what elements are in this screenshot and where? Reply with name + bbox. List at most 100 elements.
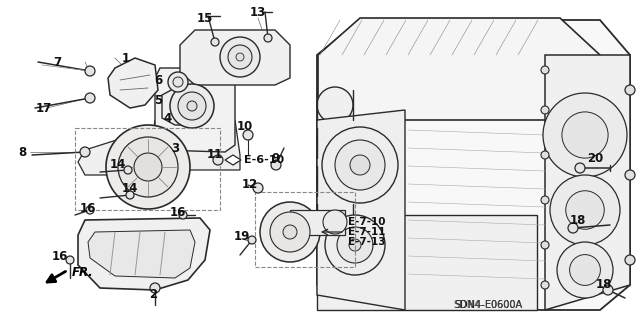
Text: 19: 19	[234, 231, 250, 243]
Circle shape	[317, 201, 353, 237]
Circle shape	[317, 125, 353, 161]
Circle shape	[106, 125, 190, 209]
Circle shape	[134, 153, 162, 181]
Circle shape	[80, 147, 90, 157]
Circle shape	[150, 283, 160, 293]
Text: 13: 13	[250, 6, 266, 19]
Text: SDN4–E0600A: SDN4–E0600A	[453, 300, 523, 310]
Circle shape	[575, 163, 585, 173]
Text: 18: 18	[570, 213, 586, 226]
Bar	[317, 215, 537, 310]
Text: 8: 8	[18, 145, 26, 159]
Text: 14: 14	[110, 159, 126, 172]
Circle shape	[541, 66, 549, 74]
Text: 4: 4	[164, 112, 172, 124]
Circle shape	[349, 239, 361, 251]
Circle shape	[213, 155, 223, 165]
Circle shape	[570, 255, 600, 286]
Polygon shape	[150, 120, 240, 170]
Circle shape	[179, 211, 187, 219]
Circle shape	[541, 151, 549, 159]
Text: 16: 16	[52, 250, 68, 263]
Circle shape	[337, 227, 373, 263]
Text: E-7-13: E-7-13	[348, 237, 385, 247]
Circle shape	[248, 236, 256, 244]
Circle shape	[220, 37, 260, 77]
Circle shape	[253, 183, 263, 193]
Text: 15: 15	[197, 11, 213, 25]
Circle shape	[170, 84, 214, 128]
Text: E-6-10: E-6-10	[244, 155, 284, 165]
Circle shape	[264, 34, 272, 42]
Polygon shape	[545, 55, 630, 310]
Circle shape	[260, 202, 320, 262]
Polygon shape	[162, 88, 210, 125]
Circle shape	[168, 72, 188, 92]
Circle shape	[85, 93, 95, 103]
Text: 10: 10	[237, 120, 253, 132]
Circle shape	[562, 112, 608, 158]
Text: 16: 16	[170, 205, 186, 219]
Bar	[255, 192, 355, 267]
Circle shape	[541, 281, 549, 289]
Circle shape	[187, 101, 197, 111]
Text: 1: 1	[122, 51, 130, 64]
Circle shape	[557, 242, 613, 298]
Bar	[290, 210, 345, 235]
Circle shape	[350, 155, 370, 175]
Circle shape	[541, 196, 549, 204]
Circle shape	[550, 175, 620, 245]
Text: 7: 7	[53, 56, 61, 69]
Text: SDN4-E0600A: SDN4-E0600A	[454, 300, 522, 310]
Polygon shape	[317, 110, 405, 310]
Circle shape	[283, 225, 297, 239]
Circle shape	[543, 93, 627, 177]
Circle shape	[566, 191, 604, 229]
Text: E-7-11: E-7-11	[348, 227, 385, 237]
Circle shape	[625, 170, 635, 180]
Text: FR.: FR.	[72, 265, 93, 278]
Circle shape	[173, 77, 183, 87]
Circle shape	[124, 166, 132, 174]
Polygon shape	[318, 18, 600, 120]
Circle shape	[236, 53, 244, 61]
Polygon shape	[88, 230, 195, 278]
Polygon shape	[180, 30, 290, 85]
Text: 17: 17	[36, 101, 52, 115]
Circle shape	[568, 223, 578, 233]
Circle shape	[322, 127, 398, 203]
Circle shape	[126, 191, 134, 199]
Circle shape	[86, 206, 94, 214]
Bar	[75, 128, 220, 210]
Circle shape	[118, 137, 178, 197]
Circle shape	[325, 215, 385, 275]
Polygon shape	[108, 58, 158, 108]
Polygon shape	[78, 130, 160, 175]
Circle shape	[271, 160, 281, 170]
Text: 16: 16	[80, 202, 96, 214]
Text: 2: 2	[149, 288, 157, 301]
Circle shape	[211, 38, 219, 46]
Polygon shape	[78, 218, 210, 290]
Circle shape	[317, 87, 353, 123]
Circle shape	[603, 285, 613, 295]
Text: 9: 9	[271, 152, 279, 165]
Circle shape	[85, 66, 95, 76]
Text: 5: 5	[154, 93, 162, 107]
Text: 14: 14	[122, 182, 138, 195]
Circle shape	[323, 210, 347, 234]
Circle shape	[541, 106, 549, 114]
Polygon shape	[317, 20, 630, 310]
Text: 11: 11	[207, 149, 223, 161]
Text: 18: 18	[596, 278, 612, 292]
Circle shape	[178, 92, 206, 120]
Text: E-7-10: E-7-10	[348, 217, 385, 227]
Text: 12: 12	[242, 179, 258, 191]
Circle shape	[228, 45, 252, 69]
Circle shape	[270, 212, 310, 252]
Circle shape	[625, 255, 635, 265]
Text: 3: 3	[171, 142, 179, 154]
Circle shape	[243, 130, 253, 140]
Circle shape	[625, 85, 635, 95]
Text: 6: 6	[154, 73, 162, 86]
